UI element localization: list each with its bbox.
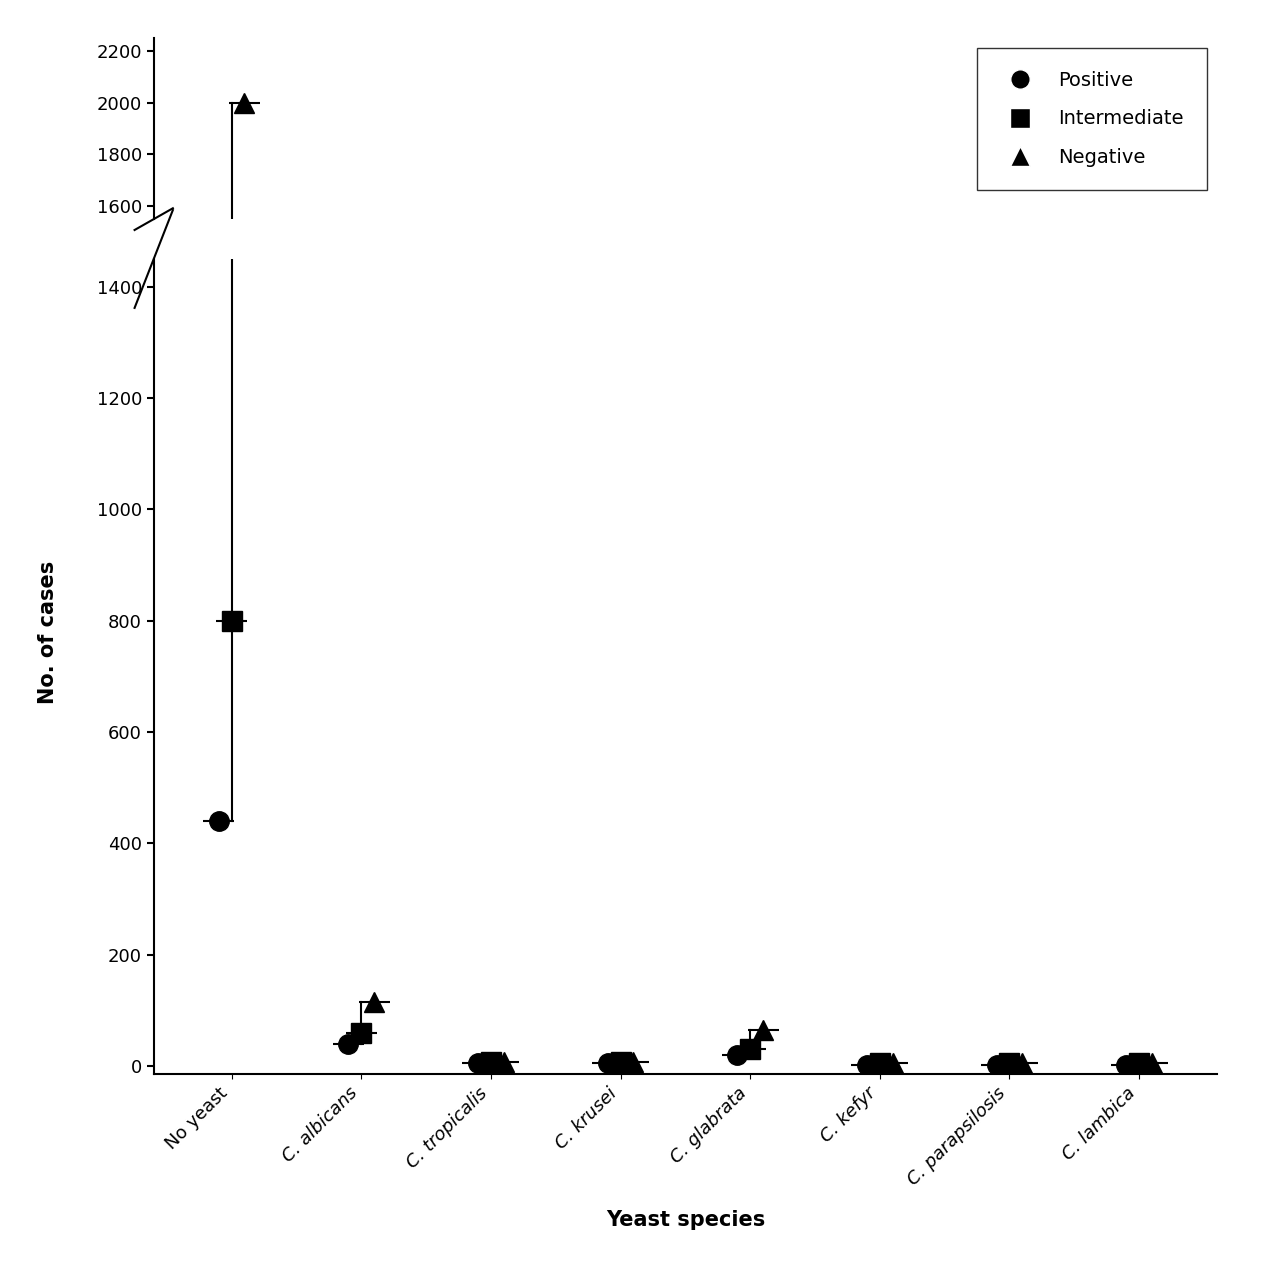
Positive xyxy=(860,612,875,627)
Intermediate xyxy=(1002,612,1017,627)
Positive xyxy=(600,612,615,627)
Negative xyxy=(366,583,382,598)
Intermediate xyxy=(224,406,240,421)
Negative xyxy=(626,611,642,626)
Intermediate xyxy=(1131,612,1146,627)
Line: Negative: Negative xyxy=(234,94,1162,628)
Intermediate xyxy=(872,612,888,627)
Line: Positive: Positive xyxy=(209,497,1136,629)
Intermediate xyxy=(612,611,628,626)
Positive xyxy=(341,603,356,618)
Negative xyxy=(1144,612,1159,627)
X-axis label: Yeast species: Yeast species xyxy=(606,1210,765,1230)
Negative xyxy=(496,611,511,626)
Negative xyxy=(1015,612,1030,627)
Intermediate xyxy=(743,605,758,621)
Positive xyxy=(211,499,227,514)
Intermediate xyxy=(354,598,369,613)
Positive xyxy=(1118,612,1134,627)
Intermediate xyxy=(483,611,498,626)
Text: No. of cases: No. of cases xyxy=(38,560,59,704)
Positive xyxy=(470,612,485,627)
Legend: Positive, Intermediate, Negative: Positive, Intermediate, Negative xyxy=(976,48,1207,190)
Positive xyxy=(989,612,1004,627)
Negative xyxy=(237,95,252,110)
Positive xyxy=(729,608,744,623)
Negative xyxy=(885,612,901,627)
Negative xyxy=(756,595,771,611)
Line: Intermediate: Intermediate xyxy=(222,403,1149,628)
